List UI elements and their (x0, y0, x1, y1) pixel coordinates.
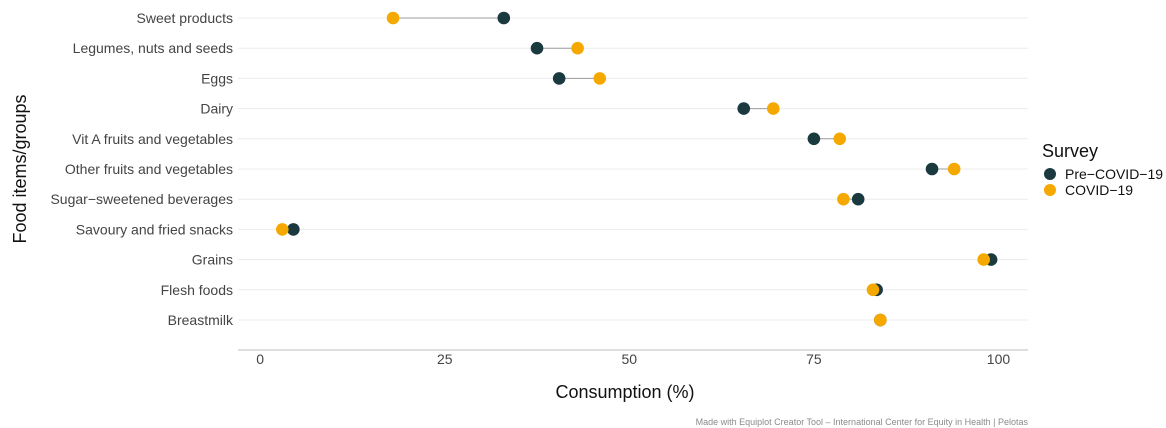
x-axis-title: Consumption (%) (555, 382, 694, 402)
chart-caption: Made with Equiplot Creator Tool – Intern… (696, 417, 1029, 427)
point-covid-breastmilk (874, 313, 887, 327)
point-pre-covid-eggs (552, 72, 566, 85)
x-tick-label-50: 50 (622, 351, 638, 367)
point-covid-sugar-sweetened-beverages (837, 192, 850, 206)
category-label-sweet-products: Sweet products (137, 10, 234, 26)
point-covid-flesh-foods (866, 283, 880, 297)
category-label-legumes-nuts-and-seeds: Legumes, nuts and seeds (73, 40, 233, 56)
category-label-savoury-and-fried-snacks: Savoury and fried snacks (76, 221, 233, 237)
point-covid-savoury-and-fried-snacks (275, 223, 289, 236)
category-label-dairy: Dairy (200, 101, 233, 117)
grid-layer (238, 17, 1028, 351)
point-pre-covid-sugar-sweetened-beverages (851, 192, 865, 206)
connector-layer (282, 17, 992, 291)
point-covid-eggs (593, 72, 607, 85)
category-label-grains: Grains (192, 252, 233, 268)
category-label-breastmilk: Breastmilk (168, 312, 234, 328)
legend-marker-pre-covid (1044, 168, 1056, 180)
category-label-vit-a-fruits-and-vegetables: Vit A fruits and vegetables (72, 131, 233, 147)
point-pre-covid-legumes-nuts-and-seeds (530, 41, 544, 55)
x-tick-label-100: 100 (987, 351, 1011, 367)
legend-label-pre-covid: Pre−COVID−19 (1065, 166, 1163, 182)
x-tick-label-75: 75 (806, 351, 822, 367)
category-label-eggs: Eggs (201, 70, 233, 86)
legend-label-covid: COVID−19 (1065, 182, 1133, 198)
legend: Survey Pre−COVID−19 COVID−19 (1042, 141, 1163, 198)
legend-title: Survey (1042, 141, 1098, 161)
point-covid-grains (977, 253, 991, 266)
x-tick-label-0: 0 (256, 351, 264, 367)
point-covid-vit-a-fruits-and-vegetables (833, 132, 847, 146)
point-pre-covid-vit-a-fruits-and-vegetables (807, 132, 821, 146)
point-pre-covid-other-fruits-and-vegetables (925, 162, 939, 176)
point-pre-covid-dairy (737, 102, 751, 115)
category-label-other-fruits-and-vegetables: Other fruits and vegetables (65, 161, 233, 177)
label-layer: Sweet products Legumes, nuts and seeds Egg… (50, 10, 1010, 367)
point-layer (275, 11, 998, 327)
point-pre-covid-savoury-and-fried-snacks (287, 223, 300, 236)
point-covid-sweet-products (386, 11, 400, 25)
legend-marker-covid (1044, 184, 1056, 196)
point-pre-covid-sweet-products (497, 11, 511, 25)
category-label-flesh-foods: Flesh foods (161, 282, 233, 298)
point-covid-dairy (766, 102, 780, 115)
y-axis-title: Food items/groups (10, 94, 30, 243)
x-tick-label-25: 25 (437, 351, 453, 367)
category-label-sugar-sweetened-beverages: Sugar−sweetened beverages (50, 191, 233, 207)
point-covid-legumes-nuts-and-seeds (571, 41, 584, 55)
point-covid-other-fruits-and-vegetables (947, 162, 961, 176)
